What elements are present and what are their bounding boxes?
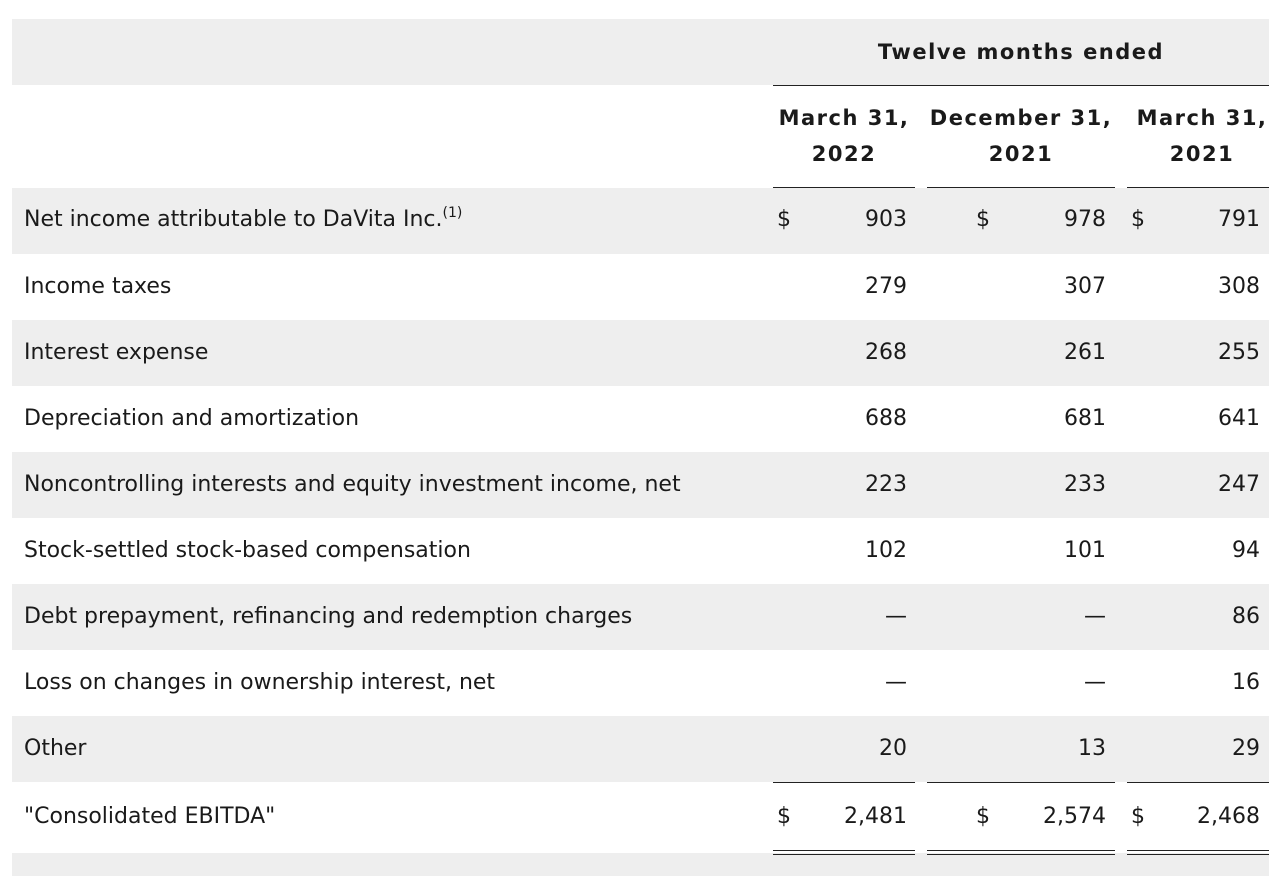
currency-symbol: $ [976,207,990,232]
currency-symbol: $ [777,207,791,232]
row-label: Net income attributable to DaVita Inc.(1… [24,206,462,232]
value-cell: — [885,670,907,695]
row-band [12,584,1269,650]
row-band [12,853,1269,876]
row-band [12,188,1269,254]
column-header-2: December 31, 2021 [927,100,1115,172]
column-header-line2: 2022 [811,142,877,166]
row-label: Other [24,736,87,761]
value-cell: 20 [879,736,907,761]
column-header-line1: December 31, [929,106,1113,130]
value-cell: 223 [865,472,907,497]
currency-symbol: $ [777,804,791,829]
total-label: "Consolidated EBITDA" [24,804,276,829]
value-cell: 13 [1078,736,1106,761]
footnote-marker: (1) [442,205,463,221]
value-cell: 101 [1064,538,1106,563]
total-value: 2,574 [1043,804,1106,829]
row-band [12,320,1269,386]
value-cell: 247 [1218,472,1260,497]
header-band [12,19,1269,85]
value-cell: 308 [1218,274,1260,299]
value-cell: — [1084,670,1106,695]
column-rule [773,187,915,188]
value-cell: 268 [865,340,907,365]
row-label: Noncontrolling interests and equity inve… [24,472,681,497]
total-double-rule [927,850,1115,855]
value-cell: 681 [1064,406,1106,431]
value-cell: — [885,604,907,629]
subtotal-rule [1127,782,1269,783]
value-cell: 86 [1232,604,1260,629]
value-cell: 903 [865,207,907,232]
column-header-line2: 2021 [1169,142,1235,166]
total-double-rule [773,850,915,855]
row-label: Loss on changes in ownership interest, n… [24,670,496,695]
period-title: Twelve months ended [877,40,1165,64]
value-cell: 641 [1218,406,1260,431]
value-cell: 94 [1232,538,1260,563]
total-double-rule [1127,850,1269,855]
value-cell: — [1084,604,1106,629]
total-value: 2,468 [1197,804,1260,829]
row-label: Income taxes [24,274,172,299]
currency-symbol: $ [976,804,990,829]
row-band [12,452,1269,518]
total-value: 2,481 [844,804,907,829]
row-band [12,716,1269,782]
currency-symbol: $ [1131,207,1145,232]
row-label: Depreciation and amortization [24,406,360,431]
value-cell: 16 [1232,670,1260,695]
value-cell: 261 [1064,340,1106,365]
value-cell: 307 [1064,274,1106,299]
value-cell: 233 [1064,472,1106,497]
column-header-line1: March 31, [778,106,910,130]
row-label-text: Net income attributable to DaVita Inc. [24,207,443,232]
currency-symbol: $ [1131,804,1145,829]
row-label: Interest expense [24,340,209,365]
column-header-line2: 2021 [988,142,1054,166]
header-rule [773,85,1269,86]
value-cell: 255 [1218,340,1260,365]
subtotal-rule [773,782,915,783]
column-header-line1: March 31, [1136,106,1268,130]
column-rule [1127,187,1269,188]
value-cell: 29 [1232,736,1260,761]
value-cell: 102 [865,538,907,563]
row-label: Debt prepayment, refinancing and redempt… [24,604,633,629]
value-cell: 978 [1064,207,1106,232]
column-rule [927,187,1115,188]
column-header-1: March 31, 2022 [773,100,915,172]
value-cell: 791 [1218,207,1260,232]
value-cell: 279 [865,274,907,299]
column-header-3: March 31, 2021 [1127,100,1277,172]
row-label: Stock-settled stock-based compensation [24,538,471,563]
subtotal-rule [927,782,1115,783]
value-cell: 688 [865,406,907,431]
